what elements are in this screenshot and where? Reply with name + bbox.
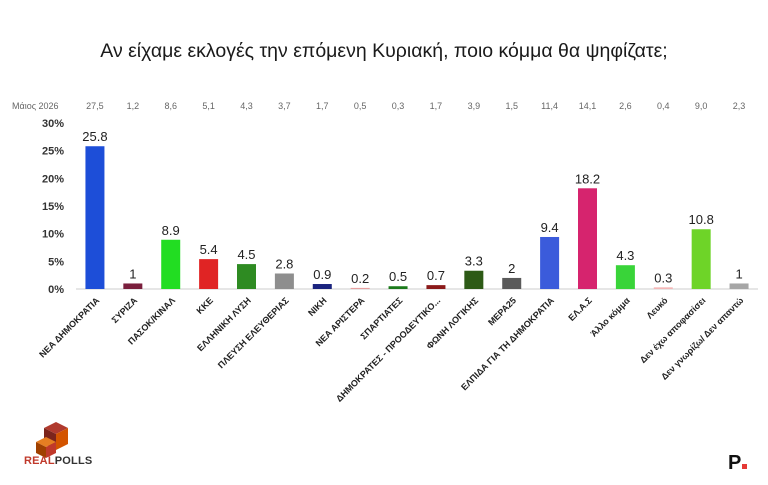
y-tick-label: 0%	[48, 284, 64, 296]
bar-value-label: 0.3	[654, 270, 672, 285]
y-tick-label: 25%	[42, 146, 64, 158]
bar-6	[274, 273, 294, 289]
bar-value-label: 4.5	[237, 247, 255, 262]
comparison-value: 2,3	[733, 101, 746, 111]
bar-13	[540, 236, 560, 289]
comparison-value: 3,9	[468, 101, 481, 111]
x-category-label: ΚΚΕ	[195, 295, 216, 316]
comparison-value: 2,6	[619, 101, 632, 111]
comparison-value: 0,3	[392, 101, 405, 111]
comparison-row-label: Μάιος 2026	[12, 101, 59, 111]
bar-10	[426, 285, 446, 289]
bar-value-label: 0.7	[427, 268, 445, 283]
bar-16	[653, 287, 673, 289]
x-category-label: ΠΛΕΥΣΗ ΕΛΕΥΘΕΡΙΑΣ	[216, 295, 291, 370]
realpolls-logo-icon	[36, 422, 68, 458]
brand-mark: P	[728, 452, 748, 475]
y-tick-label: 15%	[42, 201, 64, 213]
bar-18	[729, 283, 749, 289]
bar-value-label: 25.8	[82, 129, 107, 144]
comparison-value: 1,5	[505, 101, 518, 111]
bar-7	[312, 284, 332, 289]
bar-2	[123, 283, 143, 289]
bar-9	[388, 286, 408, 289]
comparison-value: 9,0	[695, 101, 708, 111]
y-tick-label: 10%	[42, 229, 64, 241]
x-category-label: ΝΙΚΗ	[306, 295, 329, 318]
comparison-value: 4,3	[240, 101, 253, 111]
x-category-label: Άλλο κόμμα	[589, 295, 633, 339]
bar-value-label: 10.8	[689, 212, 714, 227]
bar-value-label: 18.2	[575, 171, 600, 186]
x-category-label: ΕΛ.Α.Σ	[566, 295, 594, 323]
bar-value-label: 9.4	[541, 220, 559, 235]
bar-12	[502, 277, 522, 289]
bar-8	[350, 287, 370, 289]
bar-value-label: 0.2	[351, 271, 369, 286]
comparison-value: 8,6	[164, 101, 177, 111]
bar-14	[578, 188, 597, 289]
bar-value-label: 4.3	[616, 248, 634, 263]
bar-value-label: 2.8	[275, 257, 293, 272]
comparison-value: 0,5	[354, 101, 367, 111]
y-tick-label: 20%	[42, 173, 64, 185]
x-category-label: ΝΕΑ ΔΗΜΟΚΡΑΤΙΑ	[37, 295, 102, 360]
x-category-label: Δεν έχω αποφασίσει	[638, 295, 708, 365]
bar-chart: Μάιος 2026 0% 5% 10% 15% 20% 25% 30% 25.8 27,5 ΝΕΑ…	[12, 101, 758, 404]
comparison-value: 1,7	[430, 101, 443, 111]
chart-title: Αν είχαμε εκλογές την επόμενη Κυριακή, π…	[100, 40, 668, 62]
bar-value-label: 5.4	[200, 242, 218, 257]
x-category-label: Δεν γνωρίζω/ Δεν απαντώ	[659, 295, 746, 382]
bar-value-label: 1	[129, 266, 136, 281]
bar-value-label: 1	[735, 266, 742, 281]
bar-3	[161, 239, 181, 289]
bar-value-label: 8.9	[162, 223, 180, 238]
y-tick-label: 30%	[42, 118, 64, 130]
bar-5	[237, 264, 256, 289]
comparison-value: 14,1	[579, 101, 597, 111]
comparison-value: 0,4	[657, 101, 670, 111]
x-category-label: ΣΥΡΙΖΑ	[110, 295, 140, 325]
bar-1	[85, 146, 105, 289]
comparison-value: 1,7	[316, 101, 329, 111]
brand-dot-icon	[742, 464, 748, 469]
comparison-value: 3,7	[278, 101, 291, 111]
bar-4	[199, 259, 219, 289]
logo-text: REALPOLLS	[24, 455, 93, 467]
bar-value-label: 3.3	[465, 254, 483, 269]
bar-value-label: 2	[508, 261, 515, 276]
comparison-value: 5,1	[202, 101, 215, 111]
comparison-value: 27,5	[86, 101, 104, 111]
bar-value-label: 0.5	[389, 269, 407, 284]
bar-value-label: 0.9	[313, 267, 331, 282]
comparison-value: 1,2	[127, 101, 140, 111]
x-category-label: ΜΕΡΑ25	[486, 295, 518, 327]
y-tick-label: 5%	[48, 256, 64, 268]
x-category-label: Λευκό	[644, 295, 670, 321]
bar-17	[691, 229, 711, 289]
bar-15	[615, 265, 635, 289]
comparison-value: 11,4	[541, 101, 558, 111]
bar-11	[464, 270, 484, 289]
